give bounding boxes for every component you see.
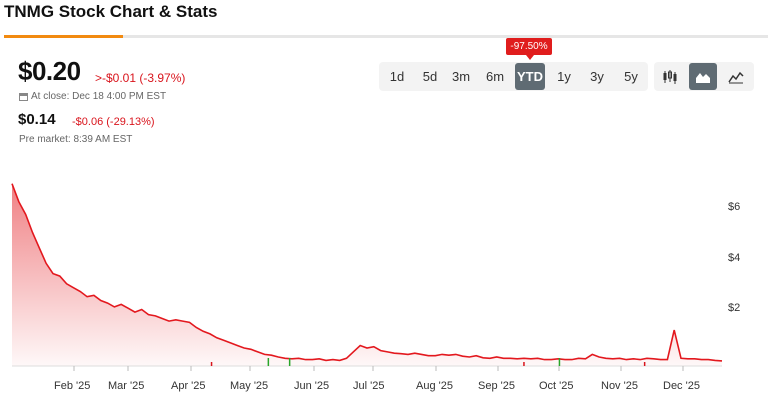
range-tab-3y[interactable]: 3y: [590, 69, 604, 84]
close-time-row: At close: Dec 18 4:00 PM EST: [19, 91, 166, 102]
x-tick-label: Nov '25: [601, 380, 638, 392]
x-tick-label: Mar '25: [108, 380, 145, 392]
range-selector: 1d 5d 3m 6m YTD 1y 3y 5y: [379, 62, 648, 91]
x-tick-label: Oct '25: [539, 380, 574, 392]
price-change: >-$0.01 (-3.97%): [95, 71, 186, 85]
candlestick-chart-button[interactable]: [656, 63, 684, 90]
volume-bar: [643, 362, 646, 366]
x-tick-label: Apr '25: [171, 380, 206, 392]
price-area-fill: [12, 183, 722, 366]
header-divider: [4, 35, 768, 38]
page-title: TNMG Stock Chart & Stats: [4, 2, 218, 21]
volume-bars: [210, 358, 646, 366]
range-tab-1y[interactable]: 1y: [557, 69, 571, 84]
range-tab-3m[interactable]: 3m: [451, 69, 471, 84]
chart-type-selector: [654, 62, 754, 91]
candlestick-chart-icon: [663, 69, 677, 84]
price-chart[interactable]: [0, 150, 768, 409]
area-chart-button[interactable]: [689, 63, 717, 90]
x-tick-label: Jul '25: [353, 380, 385, 392]
premarket-price: $0.14: [18, 111, 56, 128]
ytd-change-badge: -97.50%: [506, 38, 552, 60]
line-chart-button[interactable]: [722, 63, 750, 90]
close-time-label: At close: Dec 18 4:00 PM EST: [31, 91, 167, 102]
range-tab-5d[interactable]: 5d: [422, 69, 438, 84]
range-tab-ytd[interactable]: YTD: [515, 63, 545, 90]
volume-bar: [558, 358, 561, 366]
range-tab-1d[interactable]: 1d: [389, 69, 405, 84]
area-chart-icon: [696, 72, 710, 83]
price-line: [11, 183, 723, 362]
divider-accent: [4, 35, 123, 38]
volume-bar: [210, 362, 213, 366]
y-tick-label: $6: [728, 201, 741, 213]
range-tab-5y[interactable]: 5y: [624, 69, 638, 84]
premarket-change: -$0.06 (-29.13%): [72, 116, 155, 128]
x-tick-label: Sep '25: [478, 380, 515, 392]
current-price: $0.20: [18, 56, 81, 86]
x-tick-label: Dec '25: [663, 380, 700, 392]
x-tick-label: May '25: [230, 380, 269, 392]
y-tick-label: $4: [728, 252, 741, 264]
x-tick-label: Jun '25: [294, 380, 330, 392]
volume-bar: [523, 362, 525, 366]
volume-bar: [288, 358, 291, 366]
x-axis-ticks: [73, 366, 684, 371]
range-tab-6m[interactable]: 6m: [485, 69, 505, 84]
line-chart-icon: [728, 71, 744, 83]
premarket-time-label: Pre market: 8:39 AM EST: [19, 134, 133, 145]
x-tick-label: Feb '25: [54, 380, 91, 392]
volume-bar: [267, 358, 270, 366]
x-tick-label: Aug '25: [416, 380, 453, 392]
calendar-icon: [19, 92, 28, 101]
y-tick-label: $2: [728, 302, 741, 314]
